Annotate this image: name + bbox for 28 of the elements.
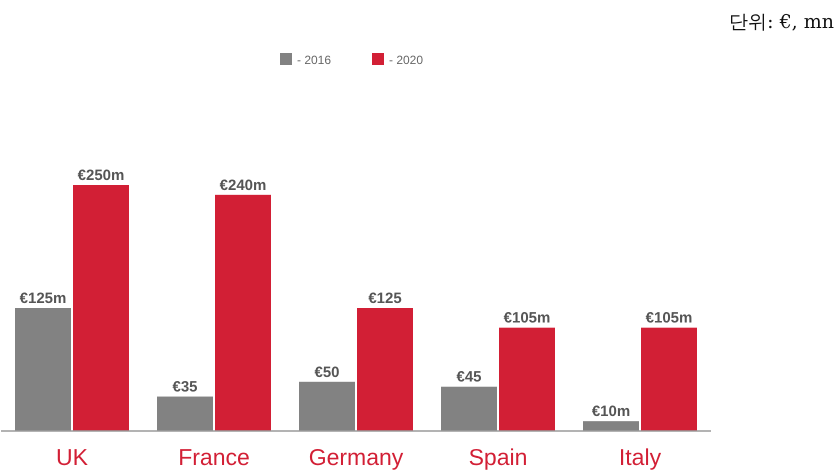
bar (157, 396, 213, 431)
data-label: €125 (368, 290, 402, 307)
bar (583, 421, 639, 431)
data-label: €250m (78, 167, 124, 184)
bar (299, 382, 355, 431)
x-tick-label: Italy (618, 444, 662, 470)
data-label: €125m (20, 290, 66, 307)
bar (215, 194, 271, 431)
legend-label: - 2016 (297, 53, 332, 67)
bar (73, 185, 129, 431)
data-label: €10m (592, 403, 630, 420)
x-tick-label: Germany (308, 444, 404, 470)
data-label: €105m (504, 310, 550, 327)
data-label: €50 (314, 364, 340, 381)
data-label: €35 (172, 378, 198, 396)
bar (15, 308, 71, 431)
data-label: €45 (456, 368, 482, 386)
bar (641, 328, 697, 431)
data-label: €240m (220, 176, 266, 194)
x-tick-label: France (178, 444, 250, 470)
bar (357, 308, 413, 431)
text: 단위: €, mn (729, 11, 834, 33)
x-tick-label: Spain (468, 444, 528, 470)
bar (441, 386, 497, 431)
bar (499, 328, 555, 431)
legend-label: - 2020 (389, 53, 424, 67)
x-tick-label: UK (56, 444, 89, 470)
data-label: €105m (646, 310, 692, 327)
